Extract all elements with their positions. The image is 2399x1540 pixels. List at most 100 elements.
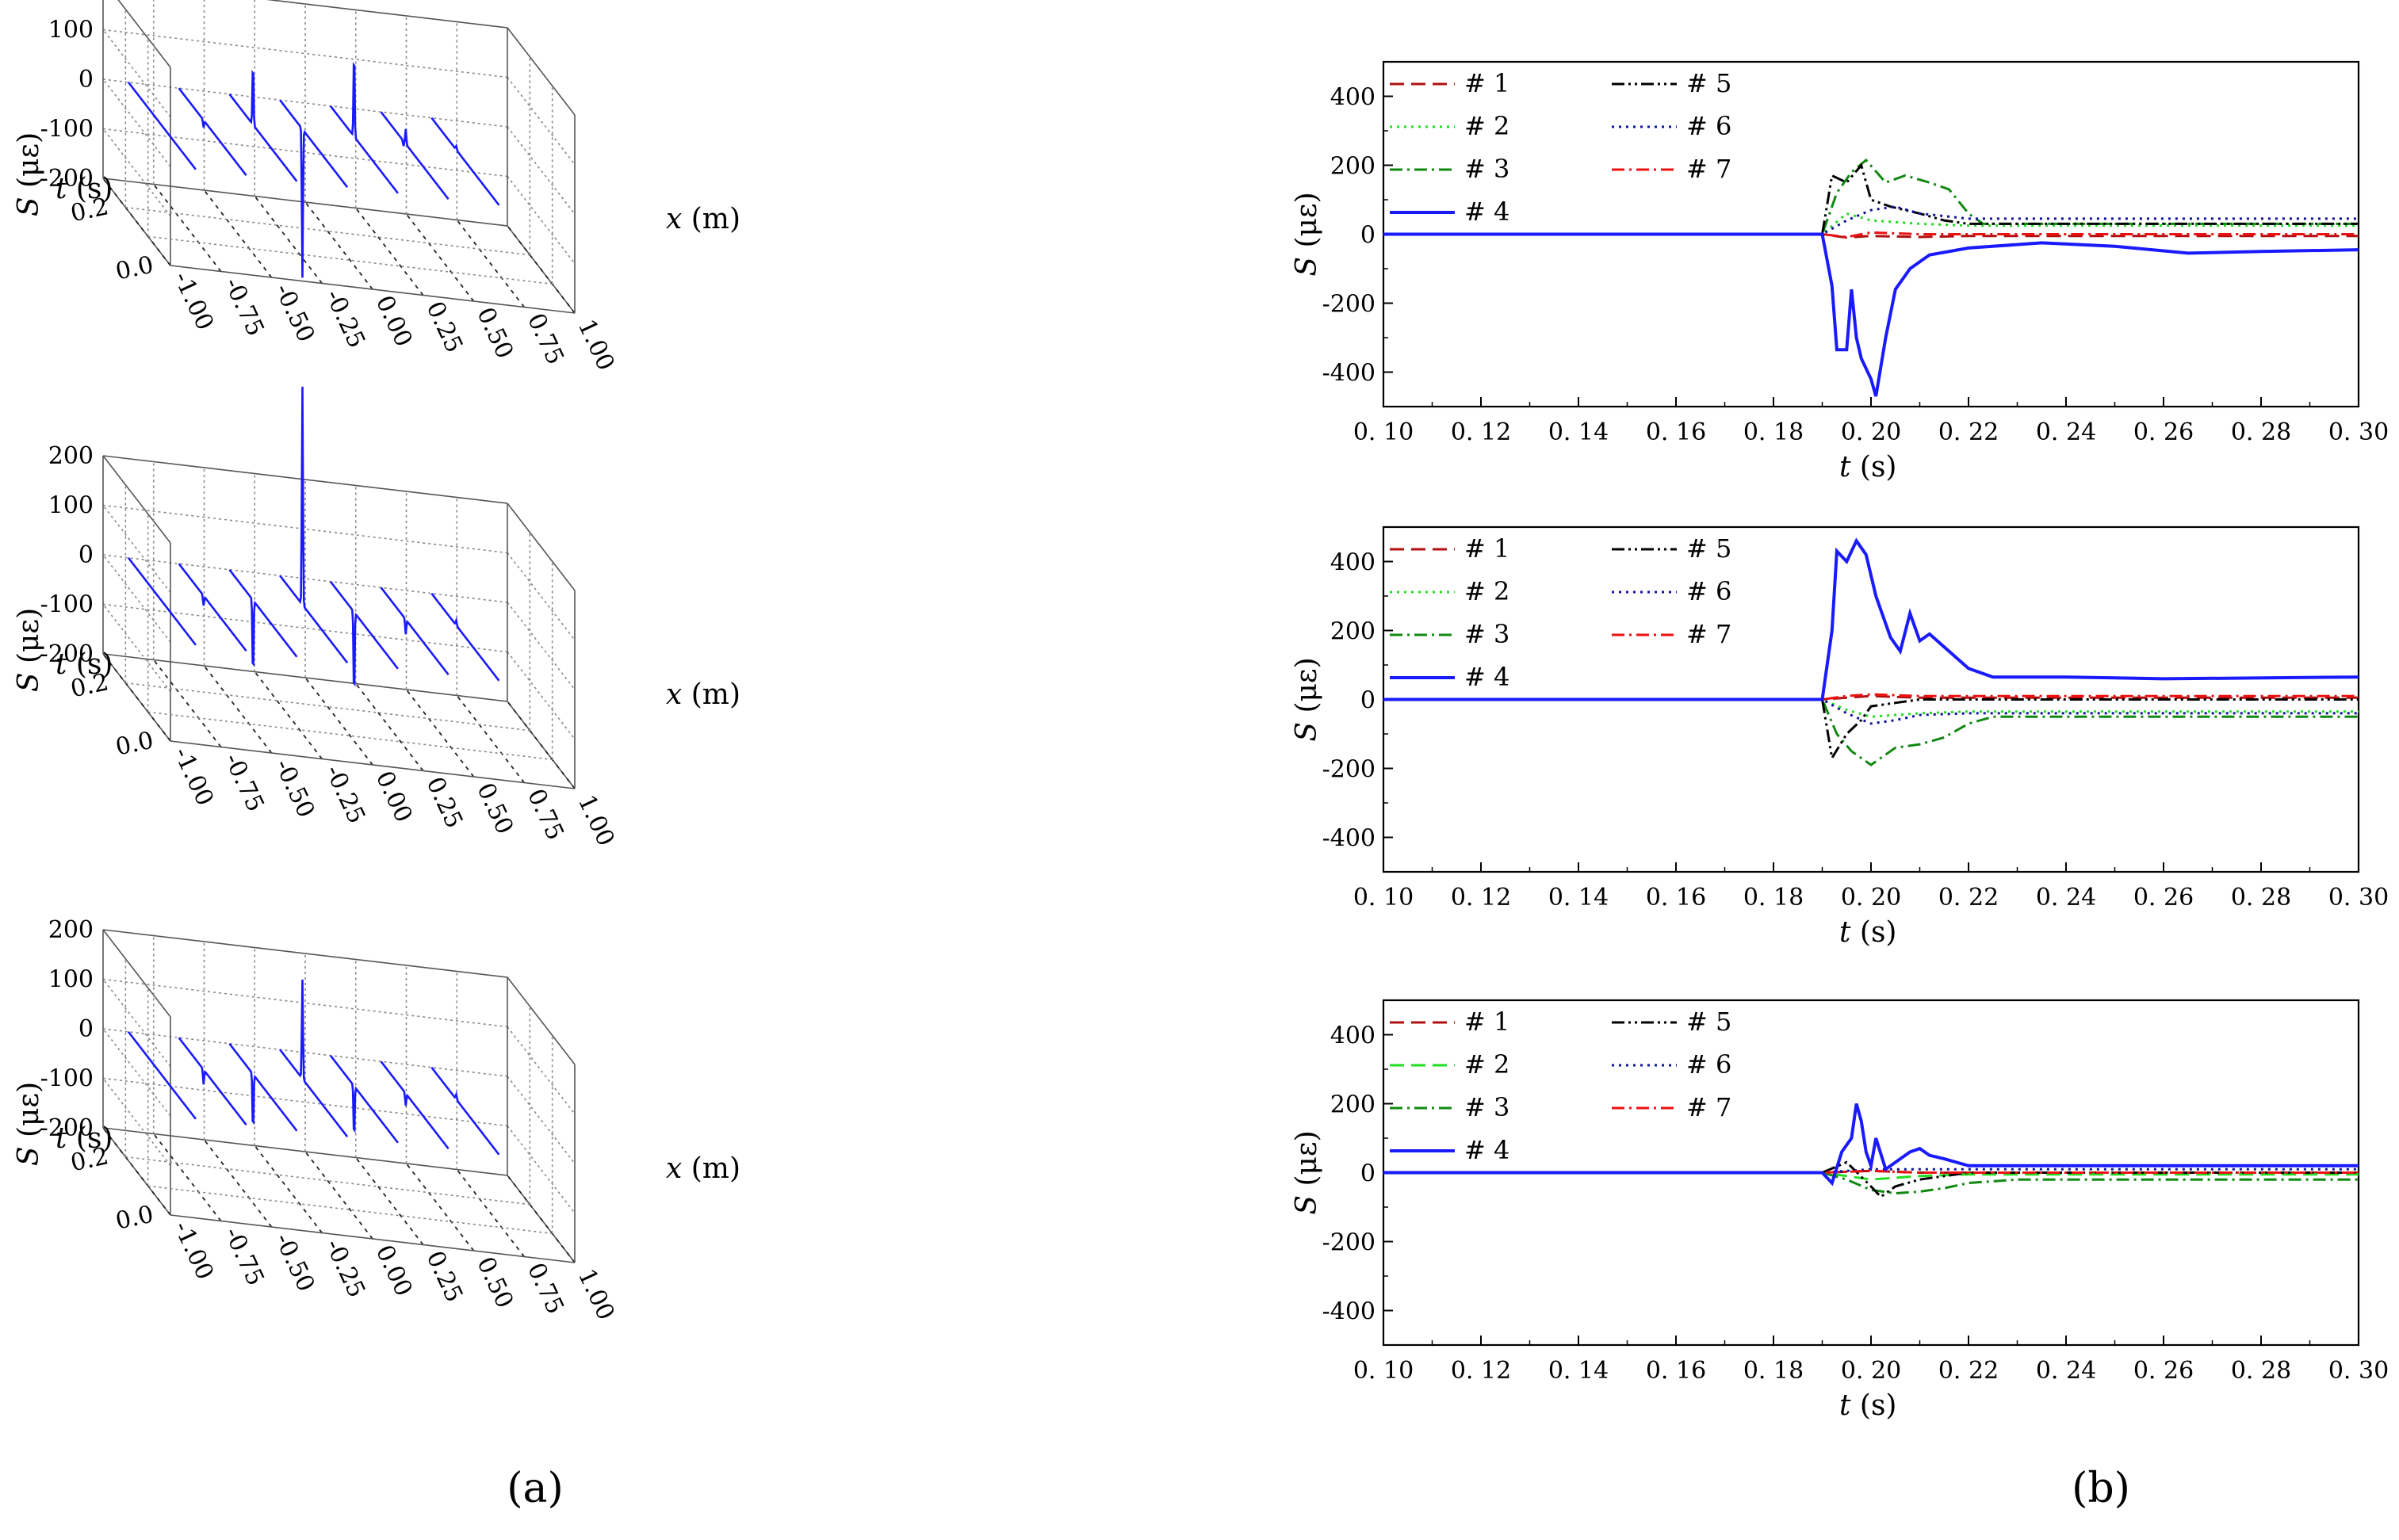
x-tick-label: 0. 24 (2036, 884, 2096, 911)
x-axis-line (170, 265, 576, 314)
t-axis-label: t (s) (55, 1122, 113, 1155)
z-tick-label: 0 (78, 66, 94, 94)
x-axis-label: t (s) (1839, 916, 1896, 949)
legend-label: # 5 (1686, 1007, 1731, 1037)
side-grid-line (507, 126, 576, 215)
panel-b2: 400 200 0 -200 -400 0. 10 0. 12 0. 14 0. 16 0. 18… (1291, 525, 2389, 949)
x-tick-label: 0. 22 (1938, 884, 1999, 911)
left-grid-line (102, 128, 171, 216)
panel-b-label: (b) (2072, 1465, 2130, 1512)
t-tick-label: 0.0 (113, 1201, 156, 1236)
z-tick-label: 0 (78, 541, 94, 569)
t-tick-label: 0.0 (113, 727, 156, 762)
t-axis-label: t (s) (55, 648, 113, 681)
series-line-n3 (1383, 698, 2359, 766)
x-tick-label: -0.75 (218, 1223, 269, 1290)
x-axis-line (170, 740, 576, 789)
floor-grid-line (507, 701, 576, 789)
y-tick-label: 0 (1360, 687, 1376, 715)
trace-line (380, 587, 450, 676)
y-tick-label: -200 (1322, 1229, 1376, 1257)
x-axis-label: x (m) (666, 678, 740, 711)
left-grid-line (117, 0, 171, 68)
side-grid-line (507, 1026, 576, 1114)
trace-line (329, 62, 399, 194)
x-tick-label: 0. 12 (1451, 884, 1511, 911)
legend-label: # 3 (1464, 619, 1509, 649)
y-tick-label: 200 (1330, 1091, 1376, 1119)
x-tick-label: 0. 10 (1353, 418, 1414, 446)
y-tick-label: 200 (1330, 618, 1376, 646)
floor-grid-line (456, 219, 525, 308)
side-grid-line (507, 976, 576, 1065)
z-tick-label: -200 (40, 165, 94, 193)
z-tick-label: -100 (40, 591, 94, 619)
series-line-n6 (1383, 698, 2359, 725)
back-grid-line (102, 504, 508, 554)
side-grid-line (507, 77, 576, 165)
back-grid-line (102, 929, 508, 978)
left-grid-line (102, 979, 171, 1067)
x-axis-label: x (m) (666, 203, 740, 235)
trace-line (329, 581, 399, 687)
series-line-n4 (1383, 232, 2359, 397)
x-tick-label: -0.25 (319, 1235, 370, 1302)
x-tick-label: 0. 14 (1548, 884, 1609, 911)
panel-a1: 2001000-100-2000.00.2-1.00-0.75-0.50-0.2… (13, 0, 740, 375)
left-grid-line (102, 505, 171, 593)
floor-grid-line (355, 1156, 424, 1246)
legend-label: # 2 (1464, 1049, 1509, 1080)
trace-line (279, 99, 349, 278)
left-grid-line (102, 929, 171, 1018)
x-tick-label: 0.50 (471, 779, 518, 839)
x-tick-label: 0. 24 (2036, 418, 2096, 446)
floor-grid-line (153, 183, 222, 273)
z-tick-label: -200 (40, 1114, 94, 1142)
series-line-n6 (1383, 205, 2359, 235)
y-tick-label: 200 (1330, 153, 1376, 181)
x-axis-label: t (s) (1839, 1389, 1896, 1422)
x-tick-label: 0.50 (471, 1253, 518, 1313)
floor-grid-line (254, 1144, 323, 1234)
floor-grid-line (147, 711, 553, 761)
floor-grid-line (125, 1156, 530, 1206)
floor-grid-line (102, 653, 171, 742)
panel-b3: 400 200 0 -200 -400 0. 10 0. 12 0. 14 0. 16 0. 18… (1291, 999, 2389, 1422)
y-tick-label: -400 (1322, 360, 1376, 388)
z-axis-label: S (με) (13, 1082, 45, 1166)
floor-grid-line (456, 694, 525, 784)
trace-line (127, 1031, 197, 1120)
legend-label: # 5 (1686, 68, 1731, 98)
series-line-n7 (1383, 231, 2359, 239)
x-tick-label: 0. 30 (2328, 418, 2389, 446)
floor-grid-line (456, 1168, 525, 1258)
z-tick-label: -100 (40, 1065, 94, 1093)
x-tick-label: 1.00 (572, 315, 620, 375)
z-tick-label: -100 (40, 116, 94, 143)
floor-grid-line (405, 1163, 475, 1251)
legend-label: # 6 (1686, 576, 1731, 606)
x-tick-label: 0.25 (420, 773, 468, 832)
floor-grid-line (153, 1133, 222, 1222)
x-tick-label: 0. 26 (2133, 884, 2194, 911)
z-tick-label: 100 (48, 966, 94, 994)
left-grid-line (102, 29, 171, 117)
back-grid-line (102, 1028, 508, 1077)
back-grid-line (102, 78, 508, 128)
series-line-n3 (1383, 1171, 2359, 1195)
panel-a-label: (a) (507, 1465, 564, 1512)
x-tick-label: 0. 26 (2133, 1357, 2194, 1385)
x-tick-label: 0. 28 (2231, 1357, 2291, 1385)
x-tick-label: -1.00 (168, 743, 219, 811)
legend-label: # 1 (1464, 1007, 1509, 1037)
y-tick-label: 400 (1330, 84, 1376, 112)
trace-line (279, 979, 349, 1138)
legend-label: # 2 (1464, 111, 1509, 141)
x-tick-label: 0. 16 (1646, 1357, 1706, 1385)
floor-grid-line (102, 1127, 171, 1216)
y-tick-label: 0 (1360, 1160, 1376, 1188)
trace-line (380, 111, 450, 201)
z-tick-label: 200 (48, 916, 94, 944)
x-tick-label: -0.50 (269, 1229, 319, 1297)
